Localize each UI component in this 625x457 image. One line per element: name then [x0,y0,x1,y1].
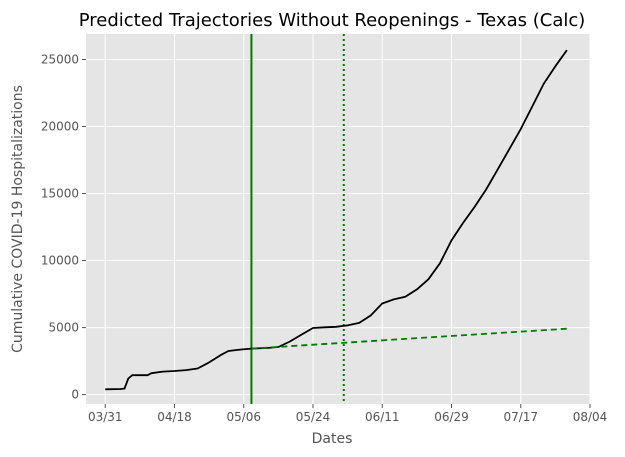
series-lines [105,49,568,391]
x-tick-label: 03/31 [88,410,123,424]
y-tick-label: 25000 [41,52,79,66]
x-tick-label: 05/06 [226,410,261,424]
y-tick-label: 15000 [41,187,79,201]
x-tick-label: 07/17 [503,410,538,424]
y-tick-label: 0 [71,388,79,402]
plot-area [86,34,590,404]
x-tick-label: 08/04 [573,410,608,424]
y-axis-label: Cumulative COVID-19 Hospitalizations [10,85,26,353]
x-tick-label: 04/18 [157,410,192,424]
x-tick-labels: 03/31 04/18 05/06 05/24 06/11 06/29 07/17 08/04 [88,404,607,424]
x-tick-label: 05/24 [296,410,331,424]
grid-lines [86,34,591,404]
y-tick-label: 20000 [41,120,79,134]
series-line-actual [105,49,568,391]
x-tick-label: 06/11 [365,410,400,424]
chart-title: Predicted Trajectories Without Reopening… [79,10,586,31]
y-tick-labels: 0 5000 10000 15000 20000 25000 [41,52,86,402]
series-line-projection [251,327,567,350]
x-tick-label: 06/29 [434,410,469,424]
y-tick-label: 5000 [48,321,79,335]
reopening-markers [250,34,345,404]
y-tick-label: 10000 [41,254,79,268]
x-axis-label: Dates [312,431,353,447]
